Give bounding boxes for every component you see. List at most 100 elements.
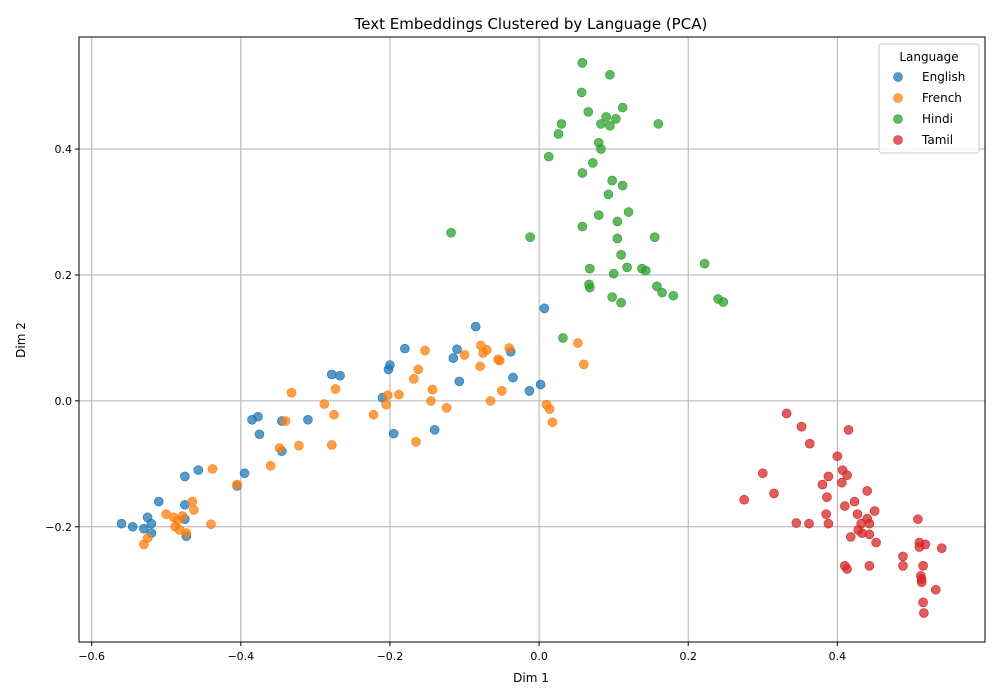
- point-tamil: [849, 496, 860, 507]
- point-english: [254, 429, 265, 440]
- point-hindi: [607, 292, 617, 302]
- data-points: [116, 58, 947, 618]
- y-axis-label: Dim 2: [14, 322, 28, 358]
- point-english: [470, 321, 481, 332]
- x-tick-label: −0.6: [78, 650, 105, 663]
- x-axis-label: Dim 1: [513, 671, 549, 685]
- x-axis-ticks: −0.6 −0.4 −0.2 0.0 0.2 0.4: [78, 642, 846, 663]
- point-hindi: [605, 120, 615, 131]
- y-tick-label: 0.4: [55, 143, 73, 156]
- y-tick-label: 0.0: [55, 395, 73, 408]
- point-english: [139, 523, 149, 534]
- point-french: [368, 409, 379, 420]
- point-french: [411, 437, 421, 447]
- point-tamil: [871, 537, 881, 548]
- point-tamil: [781, 408, 792, 419]
- series-hindi: [446, 58, 729, 343]
- legend-title: Language: [899, 50, 958, 64]
- point-hindi: [446, 227, 456, 238]
- series-tamil: [739, 408, 947, 618]
- point-hindi: [607, 175, 617, 186]
- point-french: [485, 396, 496, 406]
- point-french: [413, 364, 424, 375]
- point-french: [547, 417, 558, 428]
- x-tick-label: 0.4: [829, 650, 847, 663]
- point-hindi: [584, 263, 595, 274]
- point-tamil: [817, 479, 828, 490]
- point-french: [482, 345, 492, 355]
- point-hindi: [577, 168, 588, 178]
- point-tamil: [898, 561, 908, 571]
- point-tamil: [864, 518, 875, 529]
- point-english: [146, 518, 157, 529]
- point-hindi: [699, 258, 710, 269]
- point-french: [319, 399, 330, 409]
- point-tamil: [823, 518, 834, 529]
- x-tick-label: −0.2: [377, 650, 404, 663]
- legend-label-hindi: Hindi: [922, 112, 953, 126]
- point-french: [329, 409, 339, 420]
- point-english: [303, 414, 313, 425]
- point-french: [207, 464, 218, 474]
- point-tamil: [916, 577, 927, 587]
- grid: [79, 37, 985, 642]
- y-tick-label: 0.2: [55, 269, 73, 282]
- point-hindi: [612, 233, 623, 244]
- point-french: [232, 479, 242, 490]
- point-tamil: [913, 514, 923, 525]
- point-hindi: [558, 333, 568, 343]
- point-english: [535, 379, 546, 390]
- point-french: [294, 440, 304, 451]
- x-tick-label: −0.4: [227, 650, 254, 663]
- point-tamil: [852, 509, 863, 520]
- point-tamil: [769, 488, 779, 499]
- point-tamil: [869, 506, 880, 516]
- x-tick-label: 0.0: [530, 650, 548, 663]
- plot-frame: [78, 36, 986, 643]
- y-tick-label: −0.2: [45, 521, 72, 534]
- point-hindi: [611, 114, 621, 124]
- point-tamil: [822, 492, 832, 503]
- point-tamil: [864, 561, 875, 571]
- series-french: [139, 338, 589, 550]
- point-hindi: [576, 87, 587, 98]
- point-english: [452, 344, 462, 355]
- point-english: [400, 343, 410, 354]
- point-french: [441, 403, 452, 413]
- point-french: [579, 359, 589, 370]
- point-french: [142, 533, 153, 543]
- point-french: [286, 387, 297, 398]
- point-tamil: [862, 486, 872, 496]
- point-english: [429, 425, 440, 435]
- point-french: [409, 374, 419, 384]
- legend-marker-hindi: [893, 114, 903, 124]
- point-tamil: [914, 542, 925, 552]
- point-french: [265, 460, 276, 471]
- point-hindi: [543, 151, 554, 162]
- point-hindi: [553, 129, 564, 139]
- point-english: [524, 386, 535, 396]
- point-french: [189, 504, 199, 515]
- point-hindi: [587, 158, 598, 168]
- point-hindi: [640, 265, 651, 276]
- point-english: [388, 428, 399, 439]
- point-hindi: [584, 282, 595, 293]
- point-french: [475, 361, 485, 372]
- point-french: [496, 386, 507, 396]
- point-hindi: [601, 112, 611, 122]
- point-hindi: [603, 189, 614, 200]
- point-hindi: [649, 232, 660, 242]
- point-english: [127, 521, 138, 532]
- point-english: [180, 471, 190, 482]
- legend-label-french: French: [922, 91, 962, 105]
- point-tamil: [918, 597, 928, 608]
- point-french: [181, 528, 192, 538]
- point-french: [381, 399, 392, 410]
- legend-label-tamil: Tamil: [921, 133, 953, 147]
- point-english: [153, 496, 164, 507]
- point-tamil: [919, 608, 929, 618]
- point-english: [116, 518, 127, 529]
- point-french: [177, 511, 188, 521]
- point-french: [280, 416, 291, 426]
